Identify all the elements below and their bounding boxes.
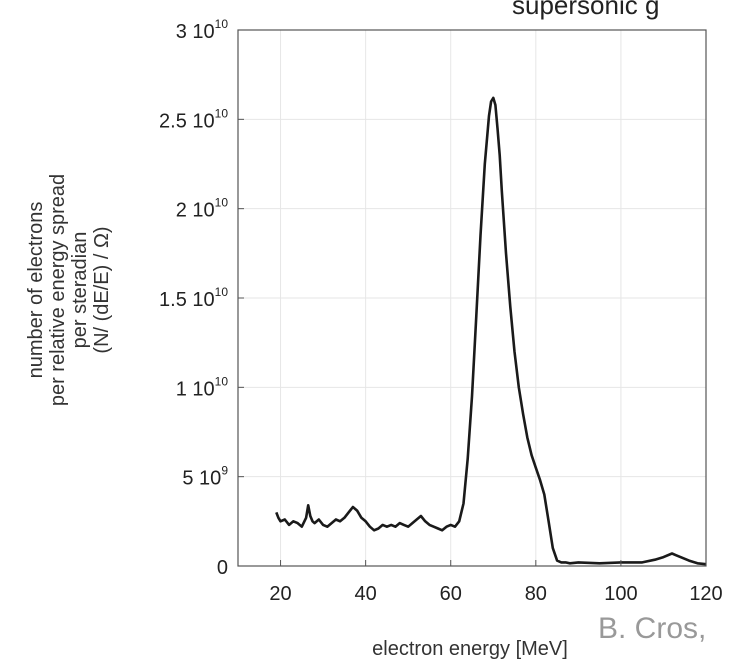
y-tick-label: 1.5 1010 [159, 285, 228, 311]
y-tick-exponent: 10 [215, 196, 229, 210]
x-axis-title: electron energy [MeV] [372, 638, 568, 660]
y-tick-exponent: 10 [215, 17, 229, 31]
y-tick-mantissa: 5 10 [182, 468, 221, 490]
x-tick-label: 80 [525, 583, 547, 605]
y-tick-exponent: 10 [215, 106, 229, 120]
y-tick-label: 1 1010 [176, 374, 229, 400]
y-tick-mantissa: 2.5 10 [159, 110, 215, 132]
x-axis-ticks: 20 40 60 80 100 120 [269, 560, 723, 605]
y-tick-mantissa: 0 [217, 557, 228, 579]
x-tick-label: 60 [440, 583, 462, 605]
grid [238, 29, 707, 567]
y-tick-label: 3 1010 [176, 17, 229, 43]
y-axis-title-line-4: (N/ (dE/E) / Ω) [91, 226, 113, 353]
y-tick-exponent: 10 [215, 285, 229, 299]
y-axis-title-line-3: per steradian [69, 232, 91, 349]
x-tick-label: 100 [604, 583, 637, 605]
credit-text: B. Cros, [598, 612, 706, 645]
y-tick-mantissa: 3 10 [176, 21, 215, 43]
chart-title: supersonic g [512, 0, 659, 20]
y-axis-title-line-1: number of electrons [25, 202, 47, 379]
y-axis-title-line-2: per relative energy spread [47, 174, 69, 406]
y-tick-exponent: 10 [215, 374, 229, 388]
x-tick-label: 20 [269, 583, 291, 605]
y-tick-exponent: 9 [221, 464, 228, 478]
y-tick-label: 5 109 [182, 464, 228, 490]
y-tick-mantissa: 1 10 [176, 378, 215, 400]
series-line-electron-spectrum [275, 96, 707, 566]
x-tick-label: 40 [355, 583, 377, 605]
y-axis-title: number of electrons per relative energy … [25, 174, 113, 406]
y-tick-mantissa: 2 10 [176, 200, 215, 222]
y-tick-mantissa: 1.5 10 [159, 289, 215, 311]
x-tick-label: 120 [689, 583, 722, 605]
y-tick-label: 2.5 1010 [159, 106, 228, 132]
y-tick-label: 0 [217, 557, 228, 579]
y-tick-label: 2 1010 [176, 196, 229, 222]
